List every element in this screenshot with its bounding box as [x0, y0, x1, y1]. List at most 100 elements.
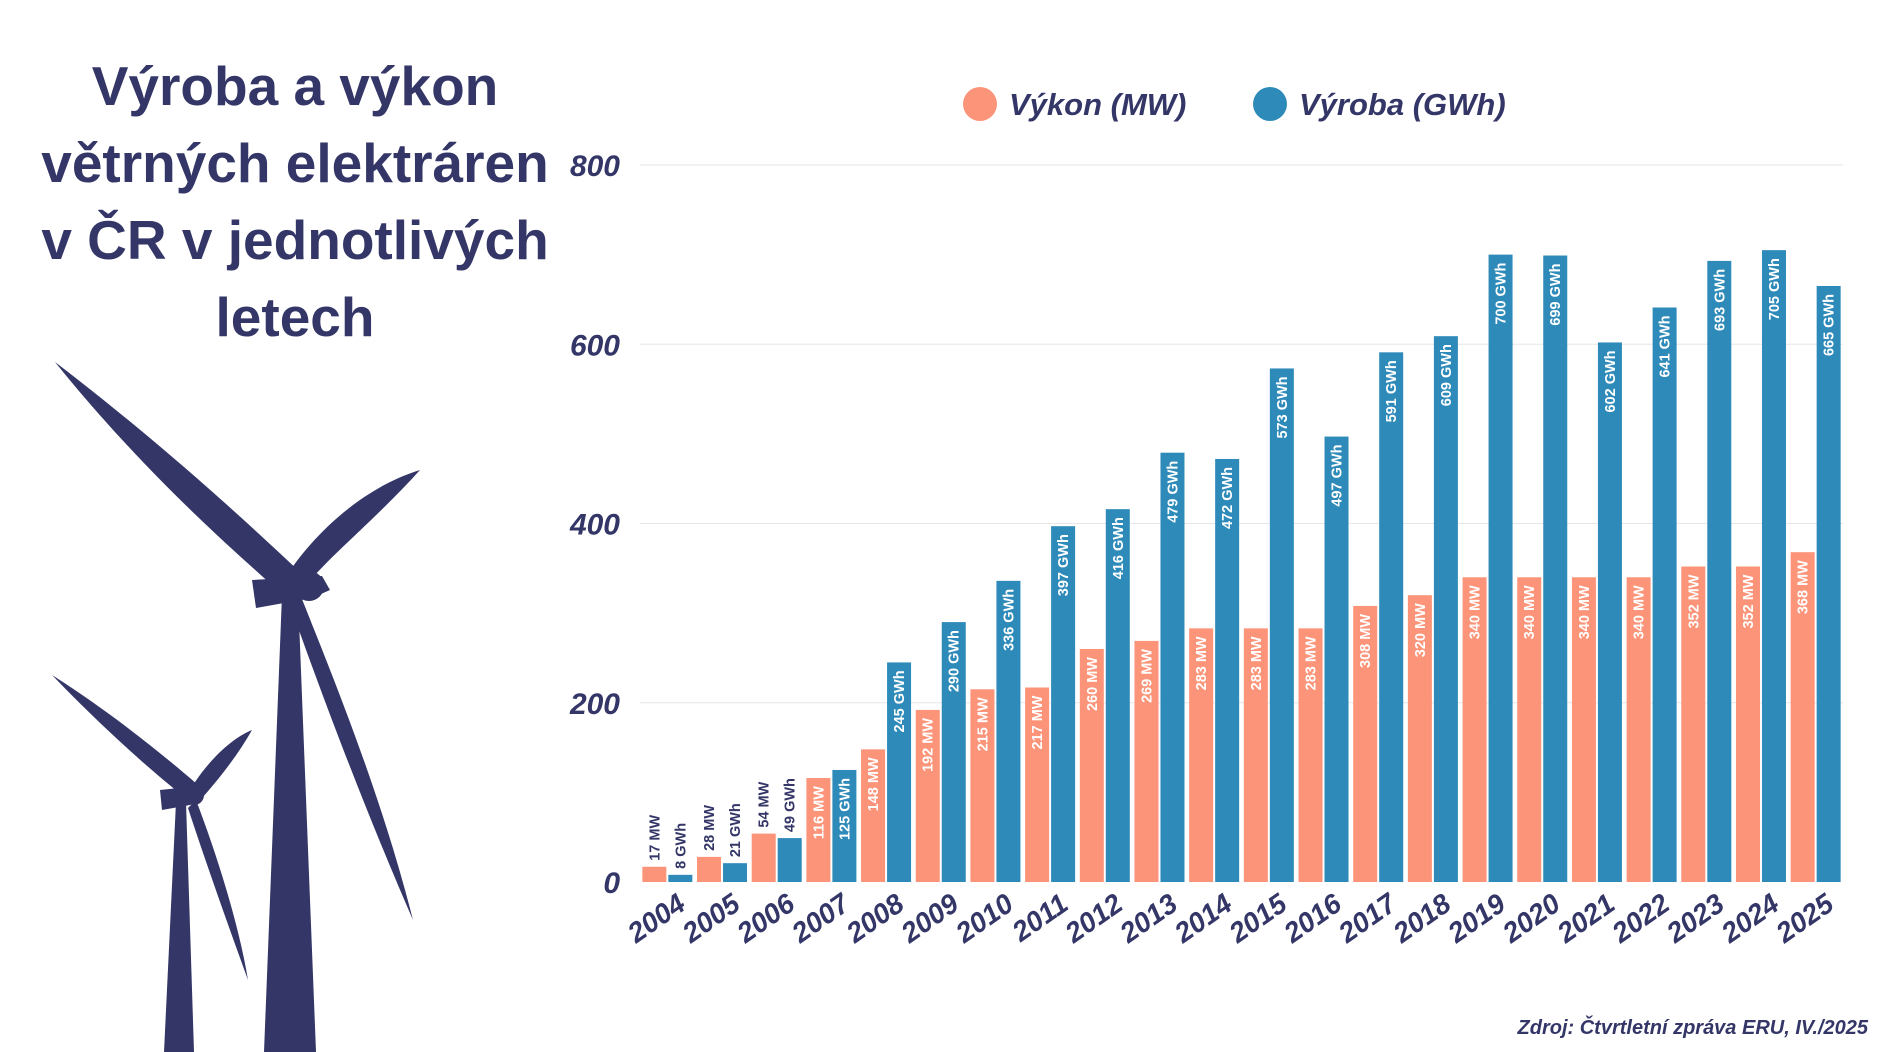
bar-vyroba — [1816, 285, 1841, 882]
title-line-3: v ČR v jednotlivých — [41, 209, 549, 271]
data-label-vykon: 340 MW — [1632, 585, 1648, 639]
bar-vyroba — [887, 662, 912, 882]
y-tick-label: 200 — [569, 688, 620, 721]
legend-swatch-vykon — [963, 87, 997, 121]
data-label-vyroba: 609 GWh — [1439, 344, 1455, 406]
data-label-vyroba: 699 GWh — [1548, 264, 1564, 326]
data-label-vyroba: 336 GWh — [1001, 589, 1017, 651]
x-tick-label: 2008 — [840, 887, 910, 949]
x-tick-label: 2014 — [1168, 887, 1238, 949]
bar-vykon — [697, 856, 722, 882]
bar-vyroba — [1597, 342, 1622, 882]
title-line-1: Výroba a výkon — [91, 55, 499, 117]
bar-vykon — [751, 833, 776, 882]
data-label-vykon: 215 MW — [975, 697, 991, 751]
bar-vyroba — [777, 838, 802, 882]
x-tick-label: 2007 — [785, 887, 856, 950]
data-label-vykon: 320 MW — [1413, 603, 1429, 657]
x-tick-label: 2020 — [1496, 887, 1566, 949]
bar-vykon — [1626, 577, 1651, 882]
chart-title: Výroba a výkon větrných elektráren v ČR … — [35, 48, 555, 356]
data-label-vykon: 28 MW — [702, 805, 718, 851]
legend-label-vyroba: Výroba (GWh) — [1299, 87, 1506, 122]
x-tick-label: 2025 — [1769, 887, 1839, 949]
bar-vykon — [1462, 577, 1487, 882]
x-axis: 2004200520062007200820092010201120122013… — [621, 887, 1839, 950]
bar-vykon — [1243, 628, 1268, 882]
data-label-vyroba: 245 GWh — [892, 670, 908, 732]
data-label-vyroba: 479 GWh — [1165, 461, 1181, 523]
bar-vykon — [1134, 640, 1159, 882]
data-label-vyroba: 705 GWh — [1767, 258, 1783, 320]
data-label-vykon: 308 MW — [1358, 614, 1374, 668]
y-tick-label: 800 — [570, 150, 620, 183]
bar-vykon — [1025, 687, 1050, 882]
bar-vykon — [970, 689, 995, 882]
x-tick-label: 2005 — [676, 887, 746, 949]
bar-vykon — [1079, 648, 1104, 882]
bar-vyroba — [1051, 526, 1076, 882]
data-label-vykon: 192 MW — [921, 718, 937, 772]
y-tick-label: 400 — [569, 509, 620, 542]
bar-vyroba — [1324, 436, 1349, 882]
bar-vykon — [861, 749, 886, 882]
data-label-vykon: 260 MW — [1085, 657, 1101, 711]
x-tick-label: 2012 — [1059, 887, 1129, 949]
data-label-vyroba: 665 GWh — [1822, 294, 1838, 356]
data-label-vyroba: 602 GWh — [1603, 350, 1619, 412]
data-label-vyroba: 125 GWh — [837, 778, 853, 840]
legend-label-vykon: Výkon (MW) — [1009, 87, 1186, 122]
bar-vyroba — [941, 622, 966, 882]
x-tick-label: 2016 — [1277, 887, 1347, 949]
data-label-vyroba: 8 GWh — [673, 823, 689, 869]
bar-vyroba — [1160, 452, 1185, 882]
data-label-vyroba: 21 GWh — [728, 803, 744, 857]
bar-vyroba — [1269, 368, 1294, 883]
title-line-2: větrných elektráren — [41, 132, 549, 194]
data-label-vykon: 148 MW — [866, 757, 882, 811]
large-turbine-icon — [55, 362, 420, 1052]
bar-vykon — [1189, 628, 1214, 882]
x-tick-label: 2004 — [621, 887, 691, 949]
bar-vyroba — [1488, 254, 1513, 882]
x-tick-label: 2017 — [1332, 887, 1403, 950]
bar-vykon — [1571, 577, 1596, 882]
small-turbine-icon — [52, 675, 252, 1052]
data-label-vykon: 340 MW — [1522, 585, 1538, 639]
x-tick-label: 2018 — [1387, 887, 1457, 949]
data-label-vykon: 54 MW — [757, 781, 773, 827]
data-label-vyroba: 591 GWh — [1384, 360, 1400, 422]
bar-vykon — [806, 778, 831, 882]
bar-vyroba — [1215, 458, 1240, 882]
data-label-vykon: 340 MW — [1577, 585, 1593, 639]
x-tick-label: 2022 — [1605, 887, 1675, 949]
data-label-vyroba: 416 GWh — [1111, 517, 1127, 579]
data-label-vyroba: 641 GWh — [1658, 316, 1674, 378]
bar-vyroba — [668, 874, 693, 882]
data-label-vyroba: 397 GWh — [1056, 534, 1072, 596]
x-tick-label: 2009 — [895, 887, 965, 949]
data-label-vyroba: 290 GWh — [947, 630, 963, 692]
bar-vykon — [1353, 605, 1378, 882]
bar-vyroba — [1652, 307, 1677, 882]
title-line-4: letech — [215, 286, 375, 348]
x-tick-label: 2021 — [1551, 888, 1621, 950]
data-label-vykon: 352 MW — [1686, 574, 1702, 628]
bar-vykon — [642, 866, 667, 882]
data-label-vykon: 217 MW — [1030, 695, 1046, 749]
bar-vykon — [1790, 552, 1815, 882]
data-label-vykon: 340 MW — [1468, 585, 1484, 639]
bar-vyroba — [1707, 260, 1732, 882]
bar-vyroba — [832, 769, 857, 882]
data-label-vykon: 283 MW — [1249, 636, 1265, 690]
bar-vykon — [1407, 595, 1432, 882]
bar-vykon — [1517, 577, 1542, 882]
y-tick-label: 0 — [603, 867, 620, 900]
data-label-vykon: 368 MW — [1796, 560, 1812, 614]
x-tick-label: 2010 — [949, 887, 1019, 949]
data-label-vykon: 352 MW — [1741, 574, 1757, 628]
bar-vykon — [915, 709, 940, 882]
bar-vyroba — [1379, 352, 1404, 882]
source-note: Zdroj: Čtvrtletní zpráva ERU, IV./2025 — [1517, 1017, 1868, 1039]
